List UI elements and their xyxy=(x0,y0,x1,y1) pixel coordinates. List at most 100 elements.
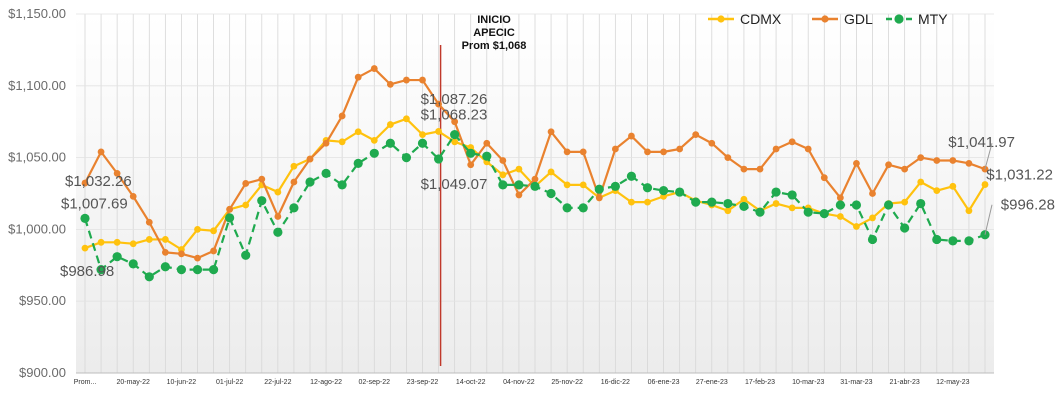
x-tick-label: 25-nov-22 xyxy=(551,379,583,386)
data-point-gdl xyxy=(628,132,635,140)
data-point-mty xyxy=(675,187,685,197)
data-point-mty xyxy=(707,197,717,207)
data-point-gdl xyxy=(258,175,266,183)
data-point-cdmx xyxy=(853,223,860,230)
data-point-gdl xyxy=(885,161,892,169)
data-point-mty xyxy=(498,180,508,190)
data-point-mty xyxy=(723,198,733,209)
y-tick-label: $950.00 xyxy=(19,293,66,308)
x-tick-label: 06-ene-23 xyxy=(648,379,680,386)
data-point-mty xyxy=(932,234,942,245)
data-point-mty xyxy=(546,188,556,199)
data-point-mty xyxy=(96,265,106,275)
data-point-gdl xyxy=(274,213,282,220)
data-point-cdmx xyxy=(563,181,571,189)
data-point-cdmx xyxy=(644,198,651,206)
data-point-mty xyxy=(337,180,347,190)
x-tick-label: 16-dic-22 xyxy=(601,379,630,386)
data-label: $1,049.07 xyxy=(421,176,488,193)
x-tick-label: 23-sep-22 xyxy=(407,379,439,386)
data-point-mty xyxy=(192,265,203,275)
y-tick-label: $1,050.00 xyxy=(8,150,66,165)
data-point-cdmx xyxy=(724,207,732,215)
annotation-text: INICIO xyxy=(477,14,511,26)
data-point-gdl xyxy=(113,169,121,177)
data-point-cdmx xyxy=(547,168,555,176)
data-point-cdmx xyxy=(274,188,282,196)
data-point-mty xyxy=(835,200,845,210)
x-tick-label: 10-jun-22 xyxy=(167,379,197,386)
data-point-mty xyxy=(787,190,797,200)
x-tick-label: 04-nov-22 xyxy=(503,379,535,386)
data-point-mty xyxy=(369,148,379,158)
data-label: $1,032.26 xyxy=(65,173,132,190)
data-labels: $1,032.26 $1,007.69 $986.98 $1,087.26$1,068… xyxy=(60,91,1055,280)
data-point-gdl xyxy=(97,148,105,156)
data-point-cdmx xyxy=(338,138,346,146)
data-point-mty xyxy=(851,200,862,210)
legend-swatch-marker xyxy=(717,15,725,23)
data-point-mty xyxy=(578,203,588,213)
data-point-mty xyxy=(530,181,540,191)
data-point-mty xyxy=(867,234,878,245)
data-point-cdmx xyxy=(113,238,121,246)
data-point-mty xyxy=(964,236,974,246)
data-point-cdmx xyxy=(788,204,796,212)
data-point-cdmx xyxy=(917,178,925,186)
data-label: $1,007.69 xyxy=(61,195,128,212)
data-point-mty xyxy=(401,153,412,163)
data-point-mty xyxy=(433,154,444,164)
label-leader-line xyxy=(984,143,993,170)
series-gdl xyxy=(81,65,989,262)
data-point-mty xyxy=(883,200,894,210)
data-point-mty xyxy=(771,187,781,197)
x-tick-label: Prom... xyxy=(74,379,97,386)
legend-item-mty: MTY xyxy=(886,11,948,27)
data-point-gdl xyxy=(499,157,507,164)
data-point-mty xyxy=(691,197,701,207)
data-point-cdmx xyxy=(290,162,298,170)
data-point-gdl xyxy=(226,205,234,213)
data-point-mty xyxy=(225,213,235,223)
data-point-cdmx xyxy=(579,181,587,189)
data-point-mty xyxy=(241,250,251,260)
data-point-gdl xyxy=(563,148,571,156)
data-point-cdmx xyxy=(981,181,989,188)
data-point-mty xyxy=(321,168,331,178)
data-point-gdl xyxy=(595,194,603,202)
data-point-gdl xyxy=(804,145,812,153)
data-point-gdl xyxy=(917,154,925,162)
data-point-gdl xyxy=(322,139,330,147)
data-point-gdl xyxy=(386,80,394,88)
data-point-mty xyxy=(610,181,620,191)
data-point-mty xyxy=(289,203,299,213)
data-point-gdl xyxy=(660,148,667,156)
y-tick-label: $1,100.00 xyxy=(8,78,66,93)
x-tick-label: 12-ago-22 xyxy=(310,379,342,386)
legend-label: CDMX xyxy=(740,11,782,27)
data-point-mty xyxy=(819,209,829,219)
data-point-gdl xyxy=(161,248,169,256)
data-point-gdl xyxy=(820,174,828,182)
legend-item-cdmx: CDMX xyxy=(708,11,782,27)
data-point-cdmx xyxy=(869,214,876,222)
data-point-cdmx xyxy=(194,226,201,233)
y-axis: $900.00 $950.00 $1,000.00 $1,050.00 $1,100.0… xyxy=(8,6,994,380)
data-point-cdmx xyxy=(949,182,957,190)
data-point-gdl xyxy=(836,194,844,202)
data-point-gdl xyxy=(129,192,137,200)
data-point-cdmx xyxy=(965,207,973,215)
data-point-mty xyxy=(482,151,492,161)
data-point-cdmx xyxy=(242,201,250,209)
data-point-cdmx xyxy=(451,138,459,146)
legend-label: MTY xyxy=(918,11,948,27)
data-point-gdl xyxy=(644,148,651,156)
data-point-gdl xyxy=(435,100,442,108)
x-tick-label: 22-jul-22 xyxy=(264,379,291,386)
data-point-cdmx xyxy=(499,171,507,179)
data-point-cdmx xyxy=(836,213,844,220)
data-point-mty xyxy=(594,184,604,194)
data-point-gdl xyxy=(451,118,459,126)
